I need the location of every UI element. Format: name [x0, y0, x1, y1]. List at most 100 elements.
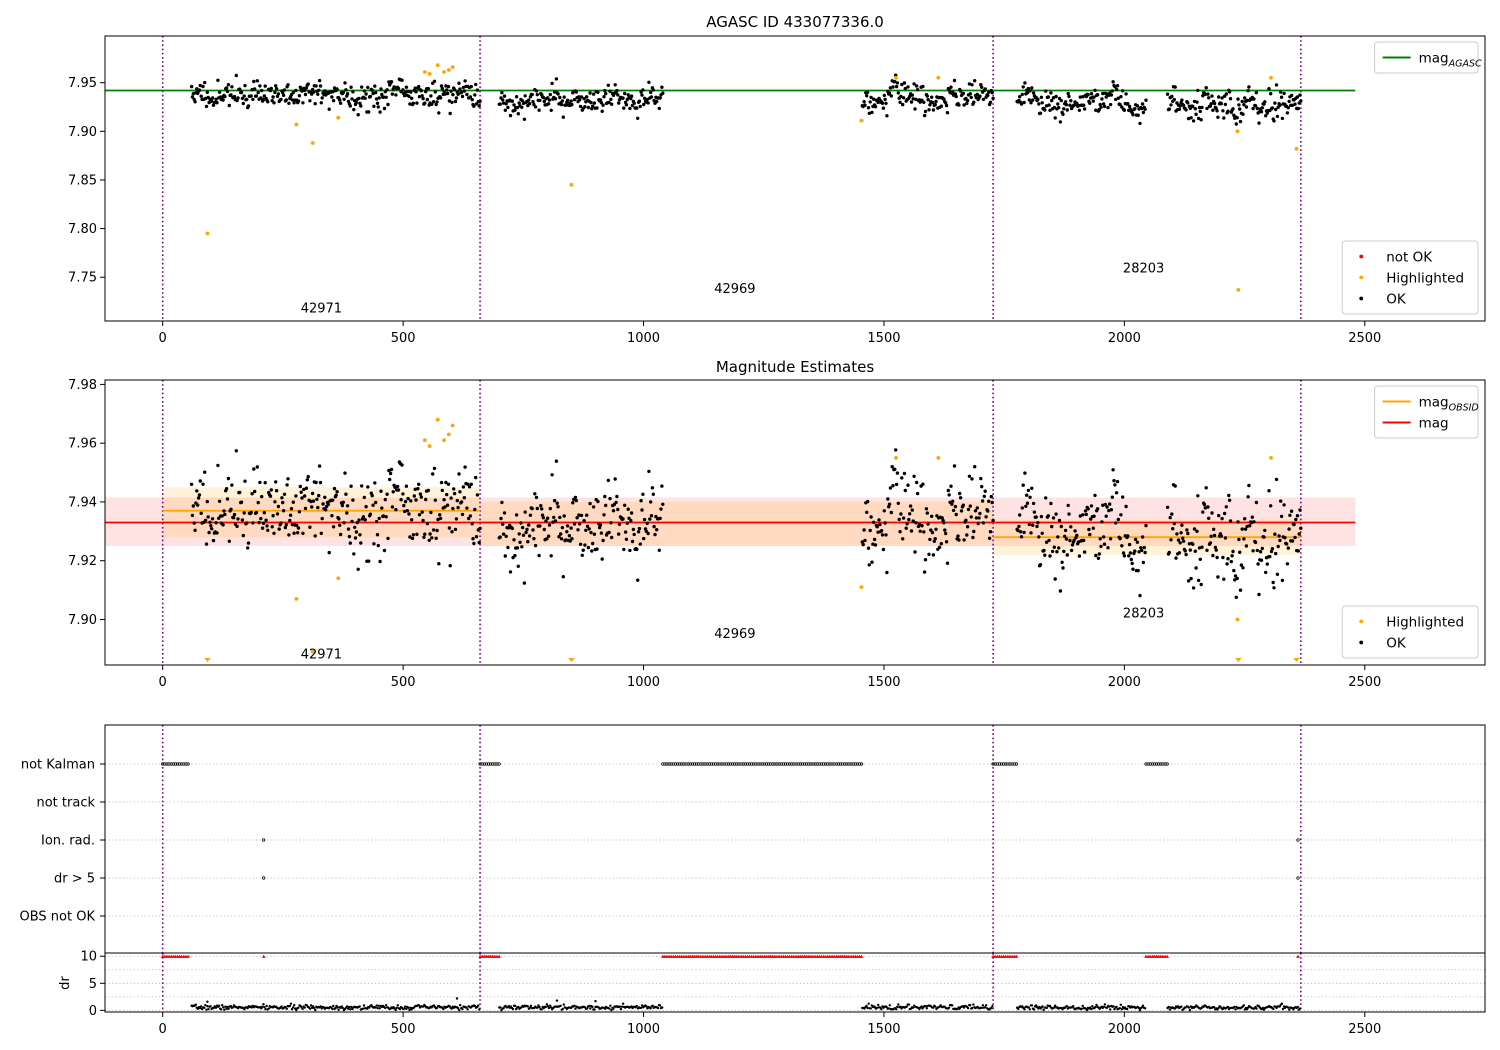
- ok-point: [986, 509, 990, 513]
- ok-point: [1073, 529, 1077, 533]
- ok-point: [930, 95, 934, 99]
- ok-point: [498, 535, 502, 539]
- ok-point: [1103, 502, 1108, 507]
- ok-point: [343, 471, 347, 475]
- dr-point: [336, 1006, 339, 1009]
- ok-point: [260, 88, 264, 93]
- ok-point: [1051, 516, 1056, 520]
- dr-point: [897, 1003, 900, 1006]
- ok-point: [510, 99, 514, 103]
- ok-point: [401, 88, 405, 92]
- ok-point: [553, 97, 558, 101]
- ok-point: [870, 560, 874, 564]
- dr-point: [1298, 1007, 1302, 1010]
- ok-point: [243, 83, 247, 88]
- ok-point: [300, 496, 304, 500]
- ok-point: [305, 478, 309, 482]
- ok-point: [462, 89, 466, 93]
- ok-point: [310, 491, 315, 496]
- ok-point: [384, 515, 388, 519]
- ok-point: [1172, 97, 1177, 102]
- ok-point: [544, 519, 548, 523]
- ok-point: [1082, 550, 1087, 554]
- ok-point: [1039, 95, 1044, 100]
- ok-point: [314, 480, 318, 485]
- ok-point: [1192, 527, 1197, 531]
- ok-point: [911, 97, 915, 101]
- ok-point: [560, 99, 565, 103]
- ok-point: [330, 514, 334, 518]
- ok-point: [591, 505, 596, 509]
- ok-point: [454, 96, 459, 100]
- clipped-marker: [568, 658, 575, 662]
- ok-point: [1287, 99, 1291, 104]
- ok-point: [274, 489, 279, 493]
- flag-point: [766, 762, 771, 766]
- flag-point: [1008, 762, 1012, 766]
- ok-point: [649, 90, 653, 95]
- panel-dr-ylabel: dr: [58, 976, 73, 990]
- ok-point: [284, 98, 288, 102]
- ok-point: [533, 492, 537, 496]
- ok-point: [461, 485, 466, 489]
- dr-point: [888, 1004, 891, 1007]
- ok-point: [915, 480, 919, 485]
- ok-point: [250, 88, 254, 92]
- ok-point: [1270, 547, 1275, 551]
- ok-point: [210, 517, 215, 521]
- ok-point: [546, 102, 551, 106]
- ok-point: [289, 507, 294, 511]
- ok-point: [376, 105, 380, 109]
- ok-point: [1185, 528, 1189, 532]
- x-tick-label: 2000: [1108, 1022, 1141, 1037]
- ok-point: [905, 522, 909, 526]
- flag-point: [857, 762, 862, 766]
- ok-point: [503, 108, 507, 113]
- ok-point: [331, 525, 336, 529]
- ok-point: [1129, 557, 1134, 562]
- ok-point: [652, 98, 656, 103]
- ok-point: [303, 494, 307, 498]
- dr-point: [349, 1008, 352, 1011]
- ok-point: [1199, 118, 1203, 122]
- ok-point: [567, 534, 572, 538]
- ok-point: [531, 100, 535, 104]
- ok-point: [1187, 542, 1192, 546]
- ok-point: [450, 530, 454, 534]
- ok-point: [958, 89, 963, 93]
- ok-point: [295, 523, 299, 528]
- ok-point: [1089, 92, 1094, 96]
- ok-point: [472, 104, 476, 108]
- highlighted-point: [422, 438, 427, 443]
- ok-point: [360, 85, 364, 89]
- ok-point: [206, 515, 210, 519]
- ok-point: [372, 542, 376, 546]
- ok-point: [978, 511, 982, 516]
- ok-point: [1290, 539, 1295, 543]
- ok-point: [1101, 503, 1105, 507]
- ok-point: [439, 84, 444, 88]
- ok-point: [438, 516, 443, 521]
- ok-point: [461, 85, 466, 90]
- ok-point: [1053, 577, 1057, 581]
- ok-point: [378, 110, 382, 114]
- ok-point: [351, 90, 355, 94]
- dr-point: [206, 1005, 209, 1008]
- dr-point: [1287, 1006, 1290, 1009]
- ok-point: [263, 84, 267, 88]
- legend-dot-swatch: [1359, 254, 1364, 259]
- ok-point: [419, 495, 423, 499]
- ok-point: [1046, 514, 1051, 518]
- ok-point: [314, 84, 318, 88]
- ok-point: [1050, 549, 1055, 554]
- dr-point: [1137, 1006, 1141, 1010]
- legend-label: magOBSID: [1419, 395, 1479, 414]
- ok-point: [1025, 91, 1030, 95]
- ok-point: [236, 517, 240, 521]
- ok-point: [238, 87, 242, 91]
- flag-point: [840, 762, 845, 766]
- ok-point: [1091, 99, 1096, 103]
- ok-point: [276, 504, 281, 509]
- obsid-label: 42971: [301, 301, 342, 316]
